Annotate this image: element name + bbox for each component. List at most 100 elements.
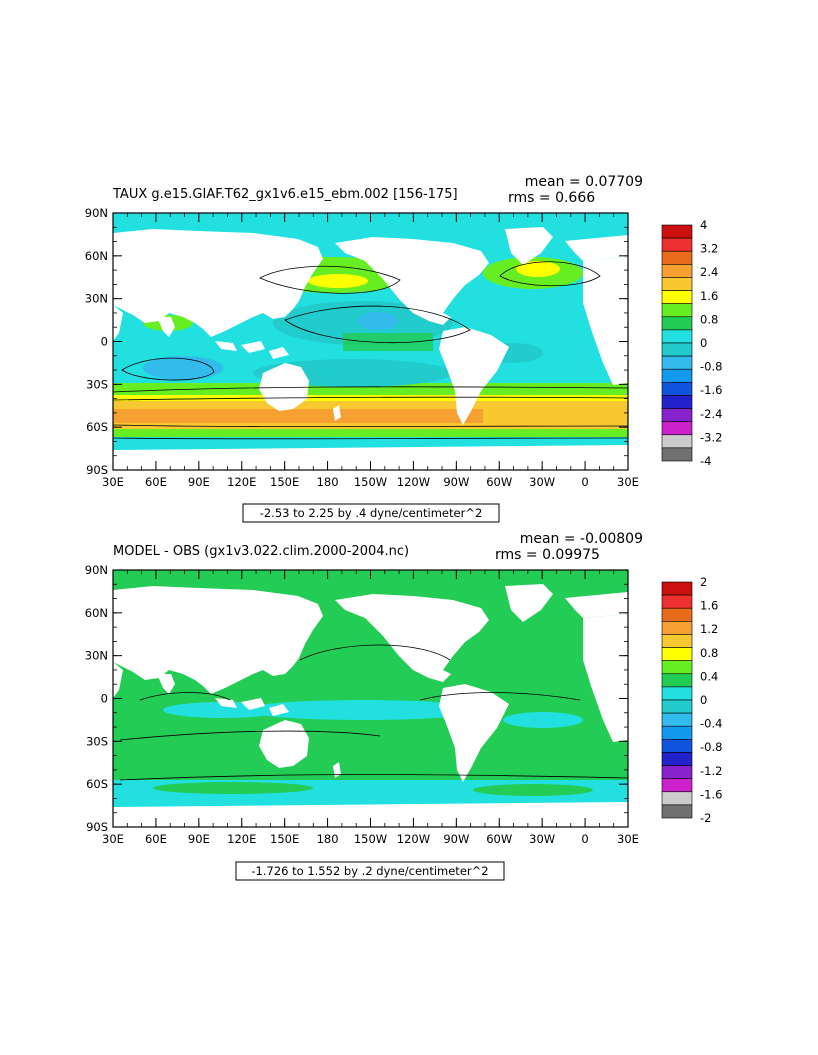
- colorbar-segment: [661, 264, 693, 278]
- colorbar-label: 0.4: [700, 669, 718, 683]
- lat-label: 90N: [85, 206, 108, 220]
- lon-label: 120E: [227, 832, 256, 846]
- panel-top-mean: mean = 0.07709: [525, 174, 643, 190]
- lon-label: 30E: [102, 475, 124, 489]
- colorbar-segment: [661, 634, 693, 648]
- lat-label: 30S: [86, 734, 108, 748]
- panel-bottom-title: MODEL - OBS (gx1v3.022.clim.2000-2004.nc…: [113, 544, 409, 559]
- lon-label: 60E: [145, 475, 167, 489]
- lon-label: 60W: [486, 832, 512, 846]
- colorbar-segment: [661, 382, 693, 396]
- colorbar-label: 0: [700, 693, 707, 707]
- colorbar-segment: [661, 765, 693, 779]
- colorbar-segment: [661, 316, 693, 331]
- lon-label: 180: [317, 832, 339, 846]
- colorbar-segment: [661, 778, 693, 793]
- panel-bottom-colorbar: 2 1.6 1.2 0.8 0.4 0 -0.4 -0.8 -1.2 -1.6 -2: [661, 575, 722, 825]
- lon-label: 90W: [443, 832, 469, 846]
- colorbar-segment: [661, 647, 693, 661]
- lon-label: 30W: [529, 832, 555, 846]
- colorbar-segment: [661, 699, 693, 714]
- lat-label: 60S: [86, 777, 108, 791]
- colorbar-segment: [661, 395, 693, 409]
- colorbar-label: 1.2: [700, 622, 718, 636]
- panel-bottom-ticks: [112, 569, 629, 828]
- colorbar-segment: [661, 594, 693, 609]
- colorbar-label: -0.4: [700, 717, 722, 731]
- colorbar-segment: [661, 621, 693, 635]
- lat-label: 60S: [86, 420, 108, 434]
- colorbar-segment: [661, 686, 693, 701]
- panel-top-lon-labels: 30E 60E 90E 120E 150E 180 150W 120W 90W 60W 30W 0 30…: [102, 475, 639, 489]
- panel-top-ticks: [112, 212, 629, 471]
- lon-label: 150W: [354, 832, 387, 846]
- colorbar-segment: [661, 581, 693, 596]
- colorbar-segment: [661, 329, 693, 344]
- lat-label: 30S: [86, 377, 108, 391]
- colorbar-label: 4: [700, 218, 707, 232]
- colorbar-segment: [661, 712, 693, 727]
- colorbar-segment: [661, 303, 693, 318]
- colorbar-label: 1.6: [700, 599, 718, 613]
- panel-top: TAUX g.e15.GIAF.T62_gx1v6.e15_ebm.002 [1…: [85, 174, 722, 523]
- colorbar-segment: [661, 408, 693, 422]
- panel-bottom: MODEL - OBS (gx1v3.022.clim.2000-2004.nc…: [85, 531, 722, 881]
- panel-bottom-rms: rms = 0.09975: [495, 547, 600, 563]
- colorbar-segment: [661, 421, 693, 436]
- lon-label: 30E: [617, 832, 639, 846]
- lon-label: 30E: [617, 475, 639, 489]
- colorbar-segment: [661, 804, 693, 819]
- colorbar-label: -1.2: [700, 764, 722, 778]
- colorbar-label: 1.6: [700, 289, 718, 303]
- colorbar-segment: [661, 607, 693, 622]
- lon-label: 30E: [102, 832, 124, 846]
- panel-bottom-mean: mean = -0.00809: [520, 531, 643, 547]
- colorbar-segment: [661, 739, 693, 753]
- panel-bottom-range-label: -1.726 to 1.552 by .2 dyne/centimeter^2: [251, 864, 488, 878]
- colorbar-label: 3.2: [700, 242, 718, 256]
- panel-bottom-lon-labels: 30E 60E 90E 120E 150E 180 150W 120W 90W 60W 30W 0 30…: [102, 832, 639, 846]
- panel-top-range-label: -2.53 to 2.25 by .4 dyne/centimeter^2: [260, 506, 483, 520]
- panel-top-colorbar: 4 3.2 2.4 1.6 0.8 0 -0.8 -1.6 -2.4 -3.2 -4: [661, 218, 722, 468]
- lon-label: 150E: [270, 832, 299, 846]
- colorbar-label: -2.4: [700, 407, 722, 421]
- colorbar-label: 0: [700, 336, 707, 350]
- lon-label: 90W: [443, 475, 469, 489]
- lon-label: 120E: [227, 475, 256, 489]
- colorbar-segment: [661, 447, 693, 462]
- colorbar-segment: [661, 224, 693, 239]
- panel-top-lat-labels: 90N 60N 30N 0 30S 60S 90S: [85, 206, 108, 477]
- colorbar-segment: [661, 752, 693, 766]
- colorbar-label: -4: [700, 454, 711, 468]
- lat-label: 30N: [85, 649, 108, 663]
- panel-bottom-range-box: [235, 861, 505, 881]
- colorbar-segment: [661, 250, 693, 265]
- lon-label: 0: [581, 475, 588, 489]
- lon-label: 90E: [188, 832, 210, 846]
- colorbar-segment: [661, 290, 693, 304]
- lon-label: 150W: [354, 475, 387, 489]
- lon-label: 150E: [270, 475, 299, 489]
- lat-label: 0: [101, 692, 108, 706]
- lat-label: 0: [101, 335, 108, 349]
- lat-label: 30N: [85, 292, 108, 306]
- colorbar-label: -0.8: [700, 740, 722, 754]
- colorbar-segment: [661, 660, 693, 675]
- panel-bottom-map: [113, 570, 628, 827]
- colorbar-segment: [661, 725, 693, 740]
- panel-top-map: [113, 213, 628, 470]
- colorbar-label: -1.6: [700, 383, 722, 397]
- panel-top-rms: rms = 0.666: [508, 190, 595, 206]
- colorbar-segment: [661, 355, 693, 370]
- lon-label: 60W: [486, 475, 512, 489]
- lon-label: 90E: [188, 475, 210, 489]
- colorbar-segment: [661, 368, 693, 383]
- colorbar-segment: [661, 434, 693, 449]
- colorbar-segment: [661, 673, 693, 688]
- panel-top-title: TAUX g.e15.GIAF.T62_gx1v6.e15_ebm.002 [1…: [112, 187, 458, 202]
- lon-label: 120W: [397, 475, 430, 489]
- lat-label: 90S: [86, 820, 108, 834]
- lon-label: 30W: [529, 475, 555, 489]
- colorbar-segment: [661, 791, 693, 806]
- colorbar-label: -0.8: [700, 360, 722, 374]
